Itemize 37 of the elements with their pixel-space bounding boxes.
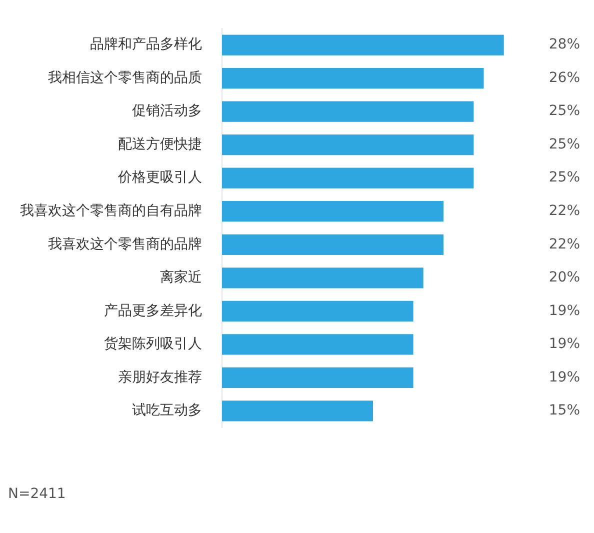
y-tick-label: 亲朋好友推荐 (118, 369, 202, 386)
bar (222, 234, 444, 255)
data-label: 25% (548, 170, 580, 186)
y-tick-label: 产品更多差异化 (104, 302, 202, 319)
y-tick-label: 促销活动多 (132, 103, 202, 120)
y-tick-label: 配送方便快捷 (118, 136, 202, 152)
y-tick-label: 品牌和产品多样化 (90, 36, 202, 53)
y-tick-label: 我喜欢这个零售商的品牌 (48, 236, 202, 252)
data-label: 19% (548, 336, 580, 352)
bar (222, 101, 474, 122)
bar (222, 300, 414, 322)
data-label: 25% (548, 103, 580, 120)
data-label: 19% (548, 302, 580, 319)
bar (222, 201, 444, 222)
data-label: 22% (548, 236, 580, 252)
y-tick-label: 试吃互动多 (132, 402, 202, 419)
bar (222, 134, 474, 156)
data-label: 15% (548, 402, 580, 419)
bar (222, 68, 484, 89)
bar (222, 168, 474, 188)
text: N=2411 (8, 485, 67, 504)
data-label: 28% (548, 36, 580, 53)
data-label: 20% (548, 270, 580, 286)
bar (222, 334, 414, 355)
data-label: 25% (548, 136, 580, 152)
y-tick-label: 货架陈列吸引人 (104, 336, 202, 352)
bar (222, 367, 414, 388)
data-label: 22% (548, 203, 580, 220)
bar (222, 34, 504, 56)
data-label: 26% (548, 70, 580, 86)
y-tick-label: 我喜欢这个零售商的自有品牌 (20, 203, 202, 220)
y-tick-label: 离家近 (160, 270, 202, 286)
bar (222, 268, 424, 288)
data-label: 19% (548, 369, 580, 386)
y-tick-label: 价格更吸引人 (117, 170, 202, 186)
y-tick-label: 我相信这个零售商的品质 (48, 70, 202, 86)
bar (222, 400, 373, 422)
